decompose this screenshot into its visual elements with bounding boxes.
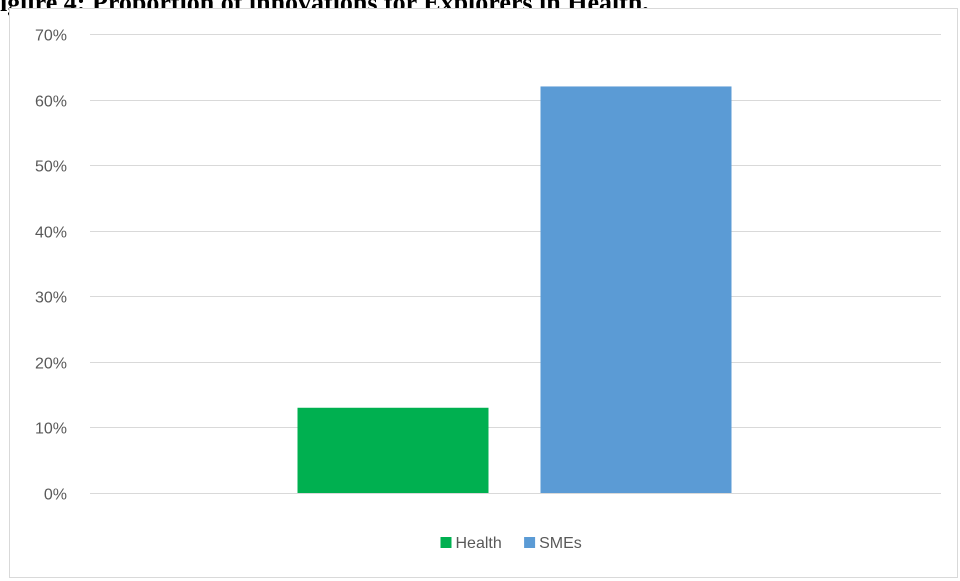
bar-health [297,407,489,493]
legend-label-health: Health [456,535,502,552]
y-tick-label: 20% [35,356,67,373]
y-tick-label: 50% [35,159,67,176]
y-axis-ticks: 0% 10% 20% 30% 40% 50% 60% 70% [35,28,67,504]
gridlines [90,34,941,494]
y-tick-label: 10% [35,421,67,438]
legend-label-smes: SMEs [539,535,582,552]
legend-swatch-smes [524,537,536,548]
y-tick-label: 40% [35,225,67,242]
legend-swatch-health [440,537,452,548]
y-tick-label: 30% [35,290,67,307]
y-tick-label: 60% [35,94,67,111]
y-tick-label: 0% [44,487,67,504]
y-tick-label: 70% [35,28,67,45]
bars [297,86,732,493]
legend: Health SMEs [440,535,582,552]
bar-smes [540,86,732,493]
